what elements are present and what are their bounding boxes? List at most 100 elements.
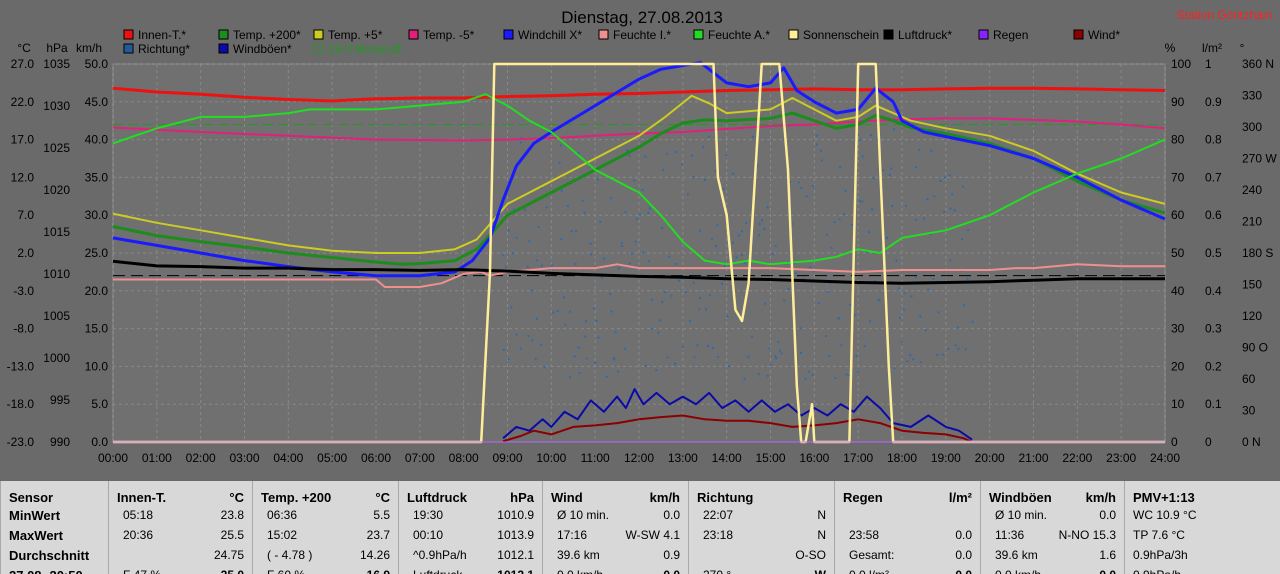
x-tick-label: 09:00 <box>492 451 522 465</box>
direction-point <box>919 361 922 364</box>
stats-cell-label: Gesamt: <box>849 548 895 562</box>
direction-point <box>758 222 761 225</box>
rain-tick: 0.6 <box>1205 208 1222 222</box>
stats-cell-label: F 47 % <box>123 568 161 574</box>
unit-label-percent: % <box>1165 41 1176 55</box>
stats-cell-label: 0.0 km/h <box>995 568 1041 574</box>
percent-tick: 0 <box>1171 435 1178 449</box>
legend-label: Regen <box>993 28 1028 42</box>
stats-cell-value: 0.0 <box>955 568 972 574</box>
hpa-tick: 995 <box>50 393 70 407</box>
percent-tick: 60 <box>1171 208 1185 222</box>
legend-label: Temp. -5* <box>423 28 475 42</box>
stats-cell-label: 15:02 <box>267 528 298 542</box>
x-tick-label: 23:00 <box>1106 451 1136 465</box>
direction-point <box>511 252 514 255</box>
direction-point <box>612 357 615 360</box>
stats-cell-value: 0.0 <box>1099 568 1116 574</box>
direction-point <box>559 144 562 147</box>
degree-tick: 240 <box>1242 183 1262 197</box>
direction-point <box>893 367 896 370</box>
stats-cell-label: 23:58 <box>849 528 880 542</box>
direction-point <box>651 327 654 330</box>
percent-tick: 90 <box>1171 95 1185 109</box>
direction-point <box>962 185 965 188</box>
percent-tick: 20 <box>1171 359 1185 373</box>
kmh-tick: 25.0 <box>85 246 109 260</box>
direction-point <box>596 178 599 181</box>
direction-point <box>807 370 810 373</box>
unit-label-degree: ° <box>1240 41 1245 55</box>
direction-point <box>534 357 537 361</box>
direction-point <box>702 145 705 149</box>
direction-point <box>560 238 563 241</box>
direction-point <box>949 207 952 210</box>
direction-point <box>740 230 744 233</box>
stats-cell-value: O-SO <box>795 548 826 562</box>
direction-point <box>617 267 621 270</box>
direction-point <box>666 356 669 359</box>
direction-point <box>570 230 573 233</box>
direction-point <box>531 289 534 292</box>
stats-header: Wind <box>551 490 583 505</box>
direction-point <box>961 238 964 241</box>
direction-point <box>651 298 654 301</box>
direction-point <box>924 328 927 332</box>
direction-point <box>692 281 695 284</box>
direction-point <box>915 218 918 221</box>
degree-tick: 360 N <box>1242 57 1274 71</box>
celsius-tick: -13.0 <box>7 359 35 373</box>
direction-point <box>535 259 538 262</box>
direction-point <box>855 354 858 357</box>
direction-point <box>815 134 819 137</box>
direction-point <box>872 177 875 180</box>
stats-cell-label: Luftdruck <box>413 568 462 574</box>
x-tick-label: 11:00 <box>581 451 610 465</box>
stats-cell-label: 11:36 <box>995 528 1025 542</box>
direction-point <box>632 179 636 182</box>
direction-point <box>828 354 831 358</box>
direction-point <box>774 244 777 248</box>
direction-point <box>917 148 921 151</box>
direction-point <box>638 213 642 216</box>
direction-point <box>811 373 814 376</box>
direction-point <box>760 219 764 222</box>
celsius-tick: 22.0 <box>11 95 35 109</box>
direction-point <box>628 154 631 157</box>
legend-swatch <box>408 29 419 40</box>
weather-chart: Dienstag, 27.08.2013 Station Göritzhain … <box>6 8 1278 465</box>
unit-label-celsius: °C <box>17 41 31 55</box>
rain-tick: 0.5 <box>1205 246 1222 260</box>
direction-point <box>722 187 725 191</box>
direction-point <box>838 218 841 221</box>
direction-point <box>930 149 933 152</box>
direction-point <box>812 184 815 188</box>
direction-point <box>869 320 872 323</box>
direction-point <box>644 155 647 158</box>
stats-cell-label: 39.6 km <box>995 548 1038 562</box>
direction-point <box>545 206 548 209</box>
stats-row-label: MaxWert <box>9 528 63 543</box>
stats-cell-value: 14.26 <box>359 548 390 562</box>
direction-point <box>775 357 778 360</box>
stats-cell-value: 0.0 <box>955 548 972 562</box>
x-tick-label: 24:00 <box>1150 451 1180 465</box>
direction-point <box>752 135 755 138</box>
x-tick-label: 20:00 <box>975 451 1005 465</box>
stats-cell-value: 1010.9 <box>497 508 534 522</box>
stats-cell-value: 23.8 <box>220 508 244 522</box>
stats-cell-label: Ø 10 min. <box>995 508 1048 522</box>
degree-tick: 270 W <box>1242 152 1277 166</box>
hpa-tick: 1000 <box>43 351 70 365</box>
stats-cell-value: 25.5 <box>220 528 244 542</box>
direction-point <box>634 240 637 243</box>
direction-point <box>949 259 952 262</box>
stats-cell-label: Ø 10 min. <box>557 508 610 522</box>
direction-point <box>936 353 939 356</box>
direction-point <box>758 234 761 237</box>
direction-point <box>630 252 633 255</box>
direction-point <box>731 241 734 244</box>
direction-point <box>951 193 954 196</box>
direction-point <box>568 376 571 379</box>
legend-swatch <box>1073 29 1084 40</box>
